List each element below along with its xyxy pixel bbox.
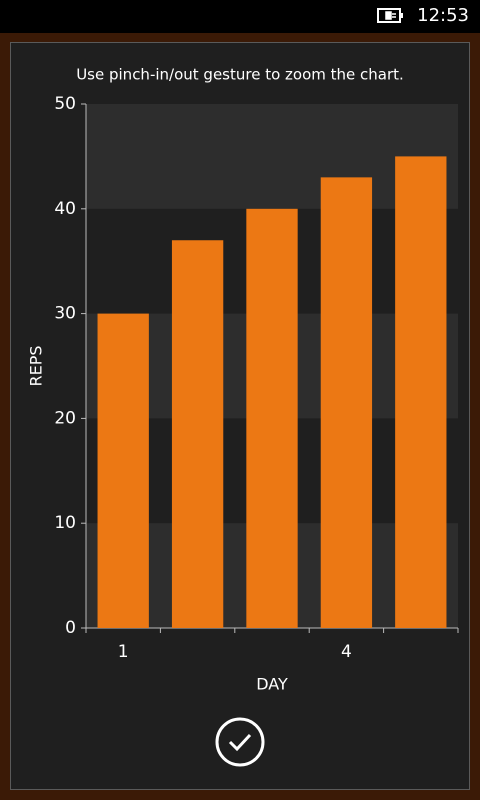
y-tick-label: 10 [54,513,76,533]
y-tick-label: 50 [54,94,76,114]
y-tick-label: 40 [54,199,76,219]
hint-text: Use pinch-in/out gesture to zoom the cha… [76,66,404,84]
status-bar [0,0,480,33]
y-axis-label: REPS [27,345,46,386]
x-axis-label: DAY [256,675,288,694]
bar [395,156,447,628]
x-tick-label: 4 [341,642,352,662]
bar [171,240,224,629]
y-tick-label: 30 [54,304,76,324]
ok-button[interactable] [215,717,265,767]
bar [97,313,149,628]
y-tick-label: 0 [65,618,76,638]
bar [246,208,298,629]
chart: 0 10 20 30 40 50 1 4 DAY REPS [27,94,459,694]
y-tick-label: 20 [54,408,76,428]
x-tick-label: 1 [118,642,129,662]
clock: 12:53 [417,5,469,26]
battery-icon [377,8,403,23]
bar [320,177,373,629]
